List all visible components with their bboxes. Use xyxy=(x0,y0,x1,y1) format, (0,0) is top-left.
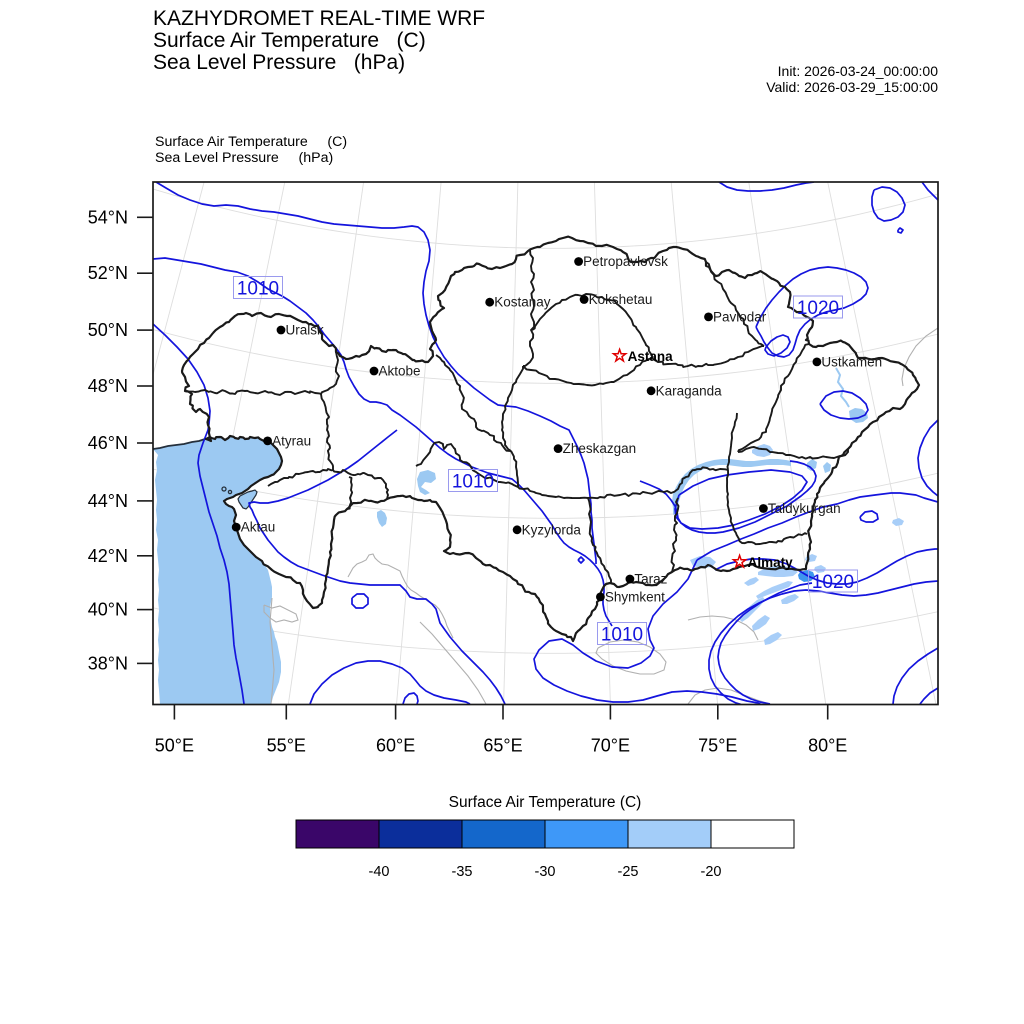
svg-text:1020: 1020 xyxy=(797,298,839,319)
svg-text:-30: -30 xyxy=(535,864,556,880)
svg-text:46°N: 46°N xyxy=(88,433,128,453)
svg-text:1010: 1010 xyxy=(452,472,494,493)
svg-text:Ustkamen: Ustkamen xyxy=(821,354,882,369)
svg-text:44°N: 44°N xyxy=(88,491,128,511)
svg-text:Atyrau: Atyrau xyxy=(272,433,311,448)
svg-text:55°E: 55°E xyxy=(267,736,306,756)
svg-text:50°N: 50°N xyxy=(88,320,128,340)
svg-text:80°E: 80°E xyxy=(808,736,847,756)
svg-text:Taldykurgan: Taldykurgan xyxy=(768,501,841,516)
svg-text:Taraz: Taraz xyxy=(634,572,667,587)
svg-text:40°N: 40°N xyxy=(88,600,128,620)
svg-text:Petropavlovsk: Petropavlovsk xyxy=(583,254,668,269)
svg-text:Aktobe: Aktobe xyxy=(379,364,421,379)
svg-text:Surface Air Temperature (C): Surface Air Temperature (C) xyxy=(449,794,642,811)
svg-text:Pavlodar: Pavlodar xyxy=(713,309,767,324)
svg-text:1010: 1010 xyxy=(237,279,279,300)
svg-text:Uralsk: Uralsk xyxy=(286,323,325,338)
svg-text:52°N: 52°N xyxy=(88,263,128,283)
svg-text:Karaganda: Karaganda xyxy=(656,383,723,398)
svg-text:75°E: 75°E xyxy=(698,736,737,756)
svg-text:Kostanay: Kostanay xyxy=(494,295,551,310)
svg-text:Kyzylorda: Kyzylorda xyxy=(522,522,582,537)
svg-text:38°N: 38°N xyxy=(88,653,128,673)
svg-text:Shymkent: Shymkent xyxy=(605,589,665,604)
svg-text:Aktau: Aktau xyxy=(241,520,276,535)
svg-text:Kokshetau: Kokshetau xyxy=(589,292,653,307)
svg-text:54°N: 54°N xyxy=(88,207,128,227)
svg-text:-35: -35 xyxy=(452,864,473,880)
svg-text:70°E: 70°E xyxy=(591,736,630,756)
svg-text:65°E: 65°E xyxy=(483,736,522,756)
svg-text:48°N: 48°N xyxy=(88,376,128,396)
svg-text:Astana: Astana xyxy=(628,349,674,364)
svg-text:-40: -40 xyxy=(369,864,390,880)
svg-text:1020: 1020 xyxy=(812,572,854,593)
svg-text:Almaty: Almaty xyxy=(748,555,794,570)
svg-text:Zheskazgan: Zheskazgan xyxy=(563,441,637,456)
svg-text:-25: -25 xyxy=(618,864,639,880)
svg-text:60°E: 60°E xyxy=(376,736,415,756)
svg-text:50°E: 50°E xyxy=(155,736,194,756)
svg-text:42°N: 42°N xyxy=(88,546,128,566)
svg-text:1010: 1010 xyxy=(601,625,643,646)
svg-text:-20: -20 xyxy=(701,864,722,880)
